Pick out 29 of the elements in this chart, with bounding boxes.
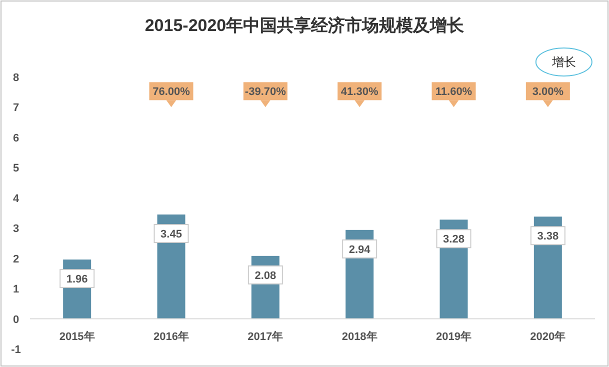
data-label: 3.28 [443,234,464,246]
chart-title: 2015-2020年中国共享经济市场规模及增长 [144,16,466,35]
x-tick-label: 2019年 [436,330,472,343]
annotation: -39.70% [244,86,286,98]
y-tick-label: 8 [12,72,20,84]
x-tick-label: 2018年 [342,330,378,343]
data-label: 2.08 [254,270,276,282]
y-tick-label: 0 [12,314,20,326]
y-tick-label: 6 [12,132,20,144]
y-tick-label: -1 [11,344,21,356]
annotation: 41.30% [340,86,378,98]
y-tick-label: 3 [12,223,20,236]
y-tick-label: 4 [12,192,20,205]
data-label: 1.96 [66,274,88,286]
data-label: 3.38 [537,230,559,243]
text: 增长 [550,55,576,69]
annotation: 11.60% [435,86,472,98]
annotation: 3.00% [532,86,564,98]
y-tick-label: 7 [12,102,20,114]
x-tick-label: 2017年 [248,330,284,343]
x-tick-label: 2015年 [59,330,95,343]
y-tick-label: 2 [12,253,20,266]
annotation: 76.00% [152,86,190,98]
x-tick-label: 2020年 [530,330,566,343]
x-tick-label: 2016年 [154,330,189,343]
y-tick-label: 5 [12,162,20,175]
y-tick-label: 1 [12,284,20,296]
data-label: 2.94 [348,244,372,256]
data-label: 3.45 [160,228,182,241]
